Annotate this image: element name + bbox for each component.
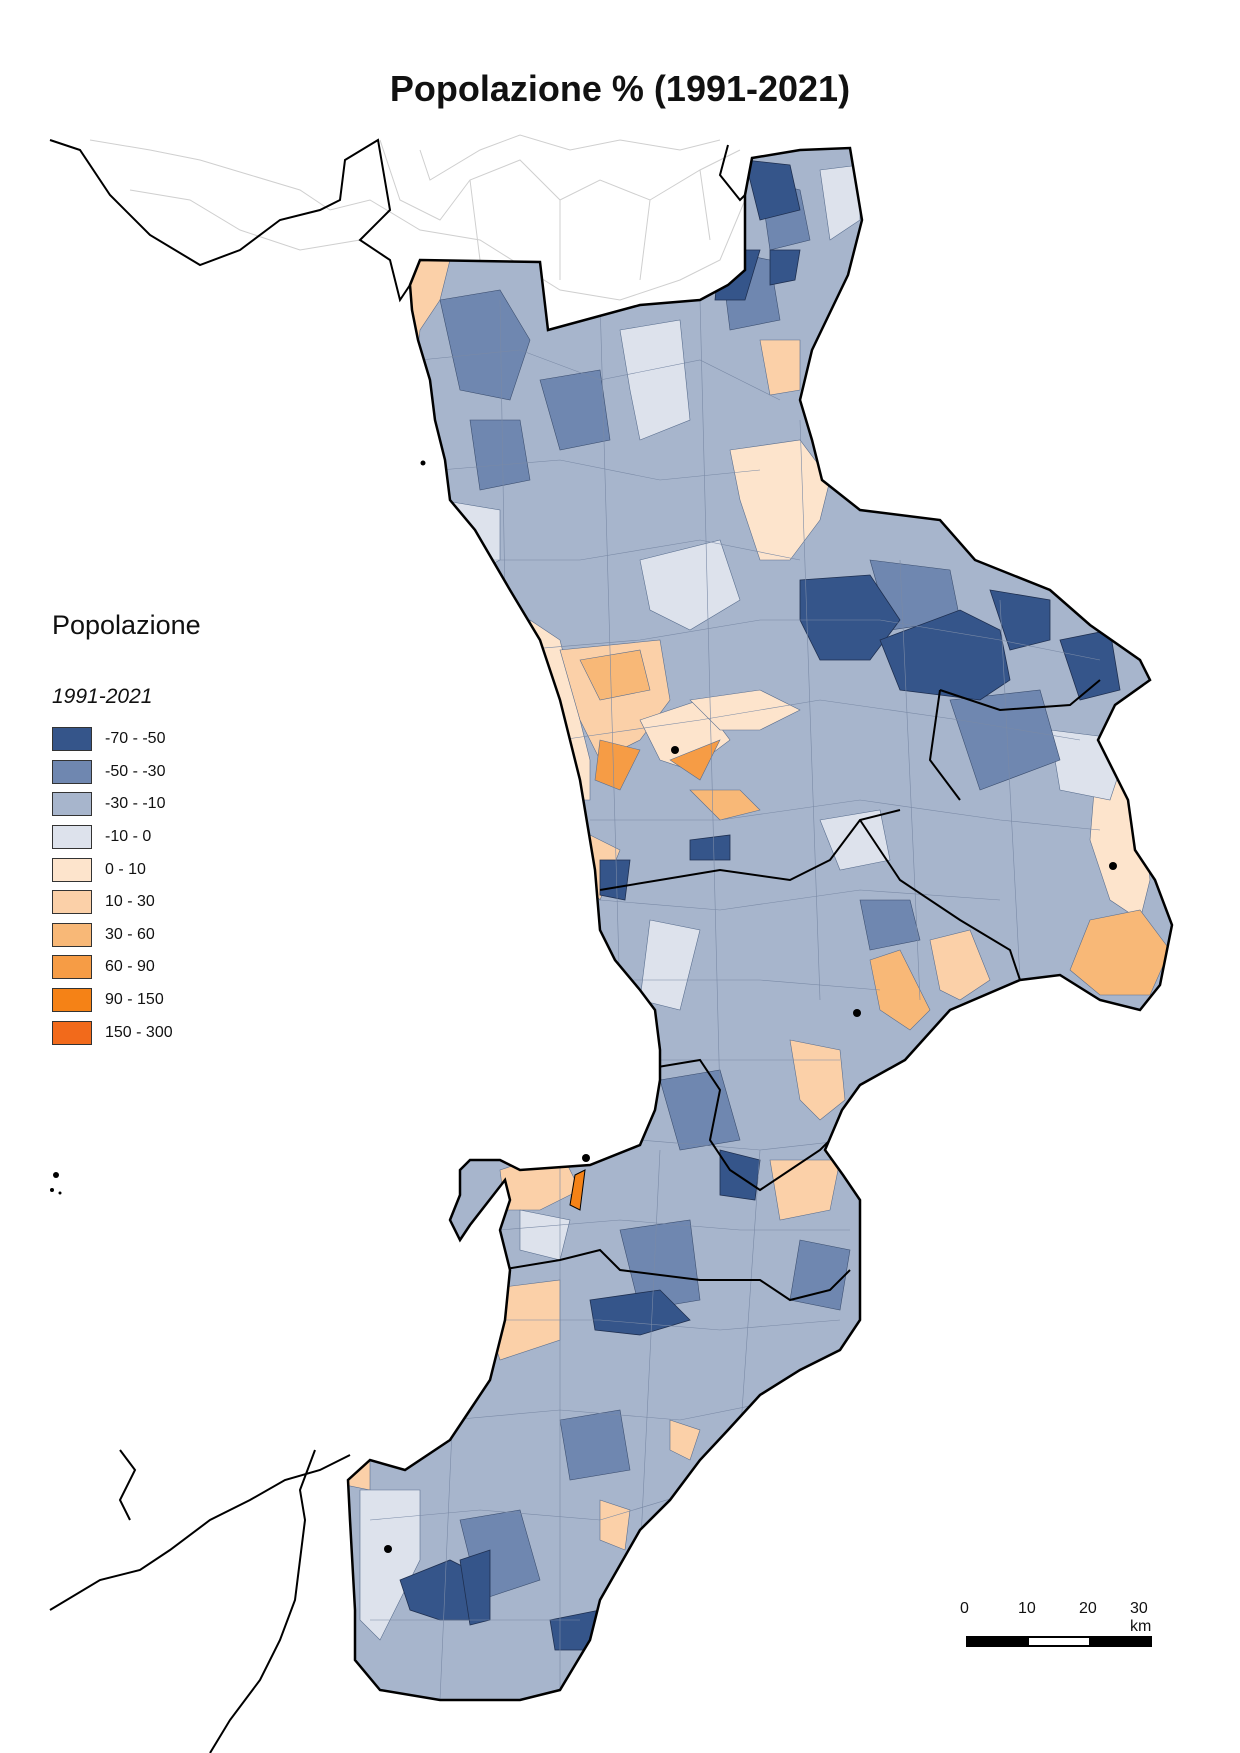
legend-swatch <box>52 727 92 752</box>
legend-swatch <box>52 792 92 817</box>
legend-subtitle: 1991-2021 <box>52 685 153 708</box>
legend-label: 60 - 90 <box>105 958 155 976</box>
legend-item: 150 - 300 <box>52 1016 201 1049</box>
sicily-coastline <box>49 1449 351 1753</box>
legend-swatch <box>52 857 92 882</box>
scale-labels: 0 10 20 30 km <box>960 1600 1160 1635</box>
legend-label: -70 - -50 <box>105 730 166 748</box>
coastline-north-west <box>49 138 411 303</box>
scale-label-30-km: 30 km <box>1130 1600 1152 1635</box>
legend-item: -70 - -50 <box>52 723 201 756</box>
legend-item: -50 - -30 <box>52 756 201 789</box>
map-title: Popolazione % (1991-2021) <box>389 68 851 109</box>
legend-label: -50 - -30 <box>105 762 166 780</box>
legend-swatch <box>52 759 92 784</box>
legend: Popolazione 1991-2021 -70 - -50 -50 - -30… <box>52 610 201 1049</box>
legend-item: 60 - 90 <box>52 951 201 984</box>
capital-markers <box>384 746 1117 1553</box>
legend-label: 150 - 300 <box>105 1023 173 1041</box>
legend-swatch <box>52 988 92 1013</box>
legend-label: 10 - 30 <box>105 893 155 911</box>
scale-bar: 0 10 20 30 km <box>960 1600 1160 1660</box>
legend-item: -10 - 0 <box>52 821 201 854</box>
scale-label-10: 10 <box>1018 1600 1036 1617</box>
legend-item: -30 - -10 <box>52 788 201 821</box>
legend-swatch <box>52 825 92 850</box>
scale-label-20: 20 <box>1079 1600 1097 1617</box>
legend-label: -30 - -10 <box>105 795 166 813</box>
legend-label: 30 - 60 <box>105 925 155 943</box>
legend-label: 90 - 150 <box>105 991 164 1009</box>
legend-swatch <box>52 955 92 980</box>
legend-swatch <box>52 922 92 947</box>
legend-items: -70 - -50 -50 - -30 -30 - -10 -10 - 0 0 - 10… <box>52 723 201 1049</box>
legend-item: 10 - 30 <box>52 886 201 919</box>
coastline-north-east <box>718 144 746 202</box>
legend-item: 90 - 150 <box>52 984 201 1017</box>
scale-label-0: 0 <box>960 1600 969 1617</box>
legend-title: Popolazione <box>52 610 201 640</box>
legend-label: -10 - 0 <box>105 828 152 846</box>
legend-swatch <box>52 1020 92 1045</box>
neighbor-region-campania-basilicata <box>89 134 746 301</box>
legend-swatch <box>52 890 92 915</box>
legend-label: 0 - 10 <box>105 860 146 878</box>
scale-bar-graphic <box>966 1636 1152 1647</box>
legend-item: 0 - 10 <box>52 853 201 886</box>
legend-item: 30 - 60 <box>52 919 201 952</box>
